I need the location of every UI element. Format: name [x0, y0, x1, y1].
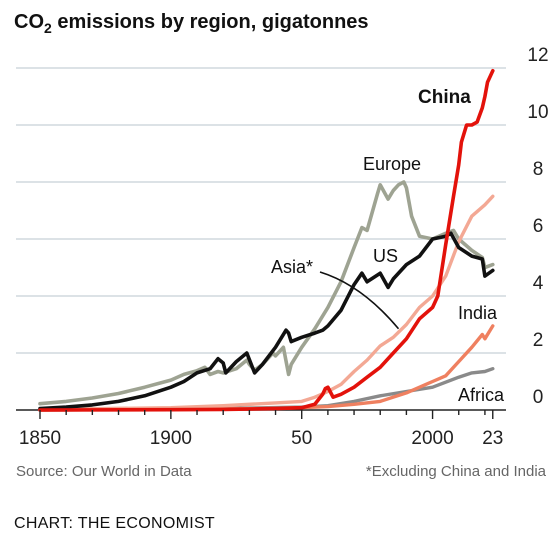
x-tick-label: 50 — [291, 428, 312, 449]
series-label-africa: Africa — [458, 385, 505, 405]
y-tick-label: 10 — [527, 102, 548, 123]
chart-title-rest: emissions by region, gigatonnes — [52, 11, 369, 33]
series-line-china — [38, 69, 495, 412]
series-label-india: India — [458, 303, 498, 323]
asia-label-pointer — [319, 271, 400, 330]
y-axis-ticks: 0 2 4 6 8 10 12 — [527, 45, 548, 408]
series-label-china: China — [418, 87, 471, 108]
y-tick-label: 4 — [533, 273, 544, 294]
footnote: *Excluding China and India — [366, 463, 547, 480]
series-lines — [38, 69, 495, 412]
x-tick-label: 23 — [482, 428, 503, 449]
chart-title: CO2 emissions by region, gigatonnes — [14, 11, 369, 36]
series-label-asia: Asia* — [271, 257, 313, 277]
chart-title-co: CO — [14, 11, 44, 33]
y-tick-label: 0 — [533, 387, 544, 408]
x-tick-label: 2000 — [411, 428, 453, 449]
series-label-us: US — [373, 246, 398, 266]
series-label-europe: Europe — [363, 154, 421, 174]
y-tick-label: 2 — [533, 330, 544, 351]
series-line-india — [38, 324, 495, 412]
series-line-us — [38, 231, 495, 411]
chart-credit: CHART: THE ECONOMIST — [14, 515, 215, 532]
source-note: Source: Our World in Data — [16, 463, 192, 480]
series-line-asia — [38, 194, 495, 412]
chart-title-subscript: 2 — [44, 20, 52, 36]
series-line-europe — [38, 180, 495, 406]
y-tick-label: 6 — [533, 216, 544, 237]
series-labels: Europe US Asia* China India Africa — [271, 87, 505, 405]
y-tick-label: 8 — [533, 159, 544, 180]
y-tick-label: 12 — [527, 45, 548, 66]
x-axis-ticks: 1850 1900 50 2000 23 — [19, 410, 503, 449]
x-tick-label: 1850 — [19, 428, 61, 449]
x-tick-label: 1900 — [150, 428, 192, 449]
